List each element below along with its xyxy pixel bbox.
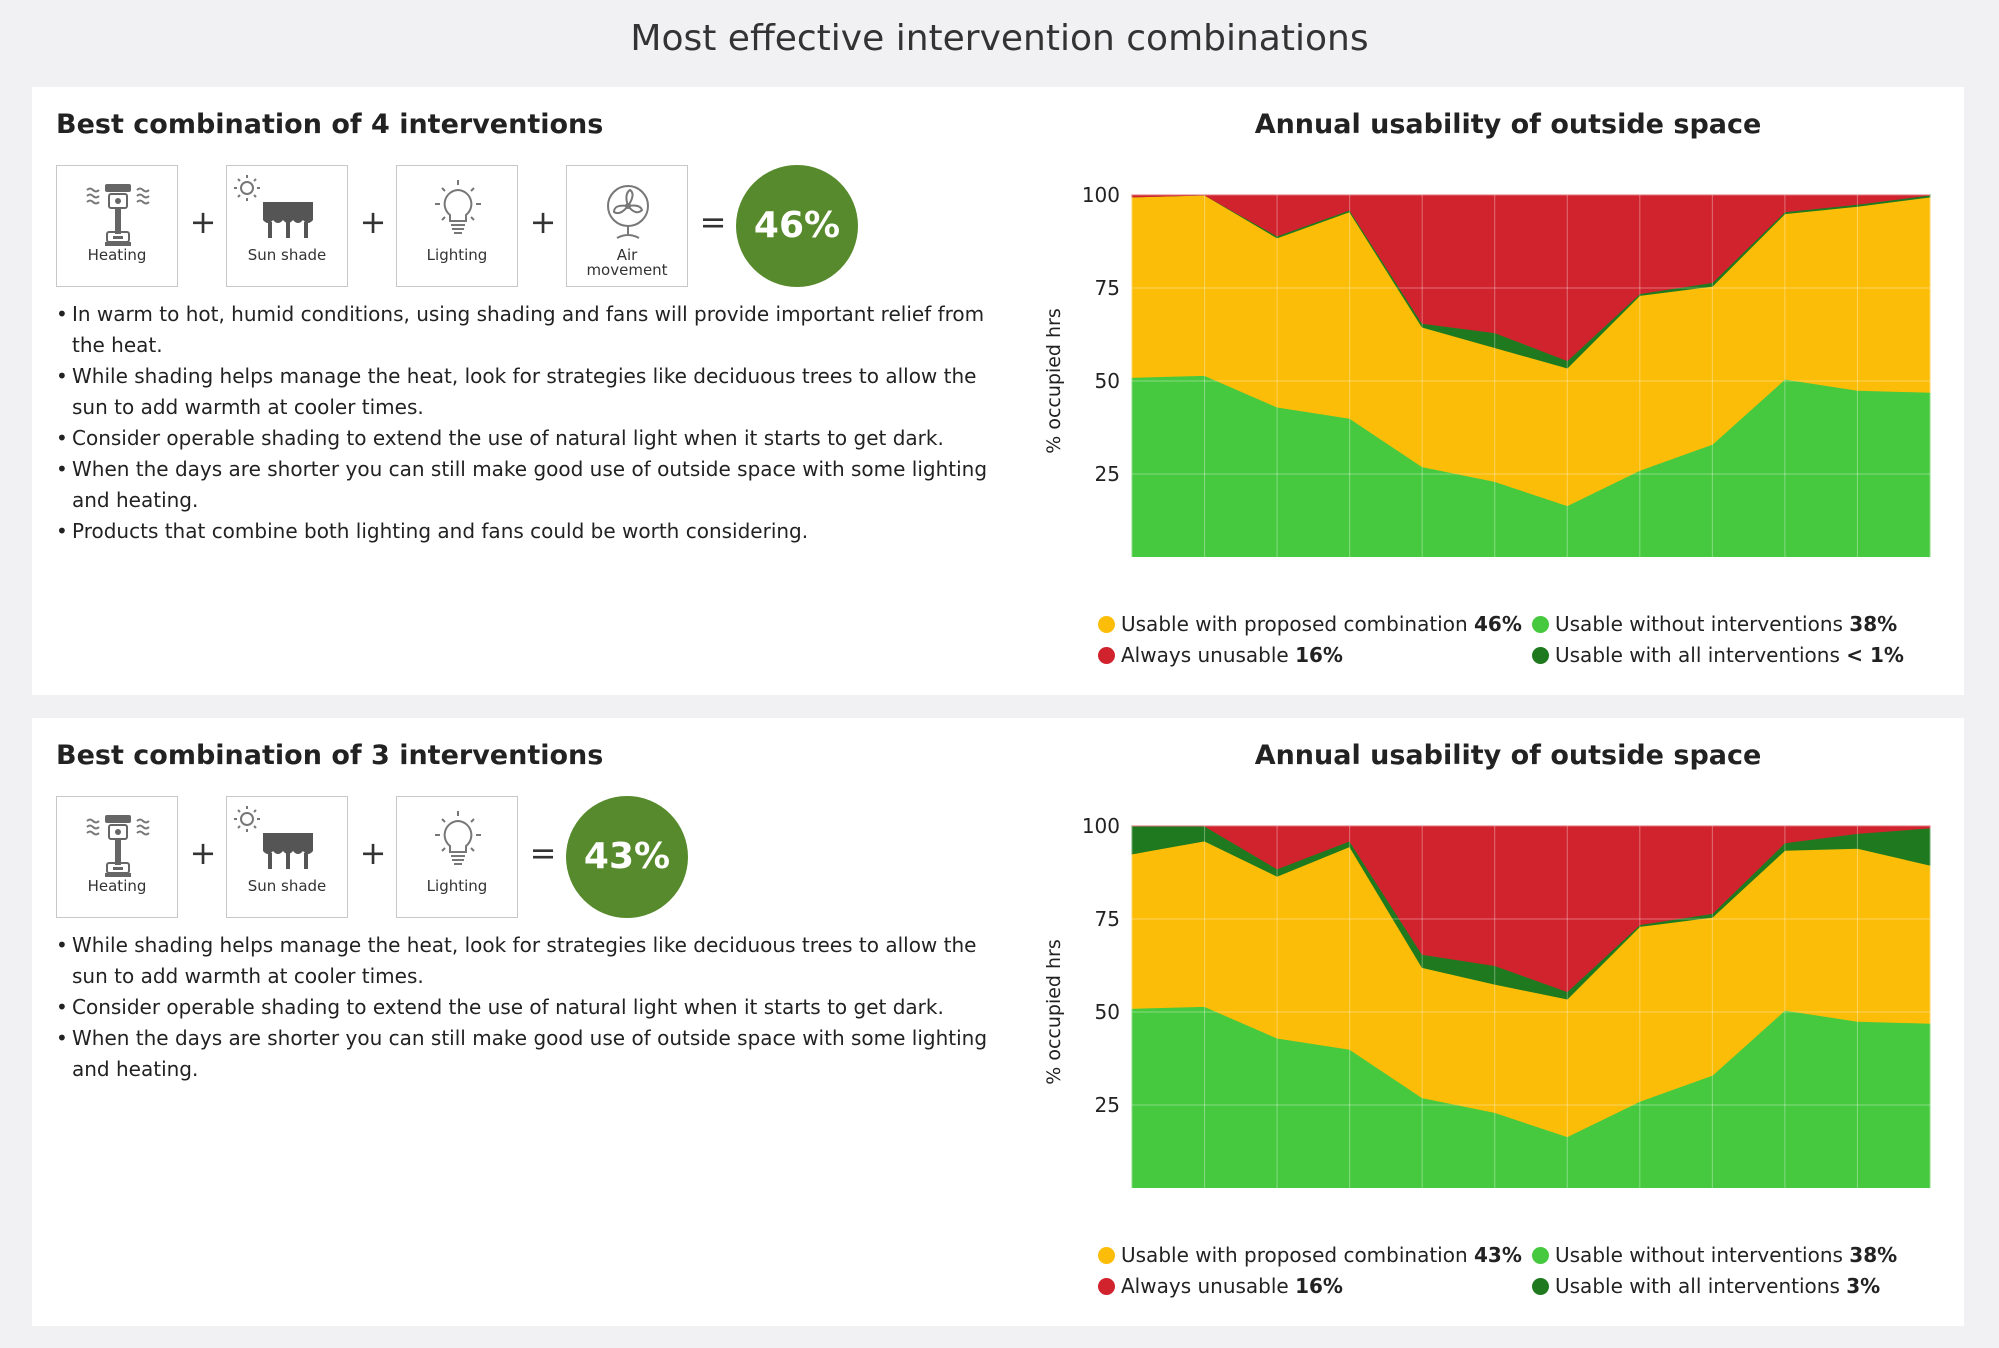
y-tick-label: 100 [1082, 183, 1120, 207]
y-tick-label: 0 [1107, 1186, 1120, 1188]
intervention-lighting: Lighting [396, 165, 518, 287]
fan-icon [607, 185, 649, 239]
intervention-label: Sun shade [247, 877, 327, 895]
legend-item-unusable: Always unusable 16% [1098, 643, 1343, 667]
legend-item-without: Usable without interventions 38% [1532, 1243, 1897, 1267]
legend-dot [1098, 1278, 1115, 1295]
advice-item: When the days are shorter you can still … [56, 1023, 1006, 1085]
area-layers [1131, 194, 1931, 557]
usability-chart: 0255075100MarJunSepDec% occupied hrs [1043, 183, 1931, 557]
panel-heading: Best combination of 4 interventions [56, 109, 604, 140]
panel-heading: Best combination of 3 interventions [56, 740, 604, 771]
legend-dot [1098, 616, 1115, 633]
grid [1131, 825, 1931, 1188]
intervention-label: Sun shade [247, 246, 327, 264]
y-axis-label: % occupied hrs [1043, 939, 1065, 1085]
plus-sign: + [189, 203, 217, 241]
advice-item: While shading helps manage the heat, loo… [56, 361, 1006, 423]
intervention-lighting: Lighting [396, 796, 518, 918]
legend-dot [1532, 616, 1549, 633]
y-tick-label: 25 [1095, 462, 1120, 486]
legend-item-without: Usable without interventions 38% [1532, 612, 1897, 636]
intervention-panel-4: Best combination of 4 interventions Heat… [32, 87, 1964, 695]
legend-dot [1098, 647, 1115, 664]
usability-chart: 0255075100MarJunSepDec% occupied hrs [1043, 814, 1931, 1188]
intervention-label: Heating [87, 877, 147, 895]
lightbulb-icon [435, 180, 481, 234]
y-tick-label: 50 [1095, 369, 1120, 393]
advice-item: Consider operable shading to extend the … [56, 992, 1006, 1023]
y-tick-label: 25 [1095, 1093, 1120, 1117]
y-tick-label: 0 [1107, 555, 1120, 557]
area-series [1131, 194, 1931, 362]
y-tick-label: 75 [1095, 907, 1120, 931]
advice-item: While shading helps manage the heat, loo… [56, 930, 1006, 992]
area-series [1132, 825, 1931, 993]
intervention-heating: Heating [56, 796, 178, 918]
plus-sign: + [529, 203, 557, 241]
advice-list: In warm to hot, humid conditions, using … [56, 299, 1006, 547]
intervention-sun-shade: Sun shade [226, 796, 348, 918]
plus-sign: + [359, 203, 387, 241]
legend-item-unusable: Always unusable 16% [1098, 1274, 1343, 1298]
legend-item-all: Usable with all interventions < 1% [1532, 643, 1904, 667]
y-tick-label: 100 [1082, 814, 1120, 838]
area-layers [1131, 825, 1931, 1188]
legend-item-proposed: Usable with proposed combination 46% [1098, 612, 1522, 636]
grid [1131, 194, 1931, 557]
y-tick-label: 50 [1095, 1000, 1120, 1024]
intervention-panel-3: Best combination of 3 interventions Heat… [32, 718, 1964, 1326]
result-score: 43% [566, 796, 688, 918]
legend-dot [1532, 1278, 1549, 1295]
intervention-heating: Heating [56, 165, 178, 287]
plus-sign: + [359, 834, 387, 872]
intervention-label: Lighting [426, 246, 488, 264]
sun-shade-icon [234, 806, 313, 869]
advice-item: In warm to hot, humid conditions, using … [56, 299, 1006, 361]
advice-item: Products that combine both lighting and … [56, 516, 1006, 547]
legend-dot [1532, 647, 1549, 664]
intervention-label: movement [586, 261, 668, 279]
advice-item: Consider operable shading to extend the … [56, 423, 1006, 454]
page-title: Most effective intervention combinations [630, 18, 1369, 59]
intervention-air-movement: Air movement [566, 165, 688, 287]
equals-sign: = [529, 834, 557, 872]
chart-title: Annual usability of outside space [1254, 740, 1762, 771]
intervention-label: Air [616, 246, 638, 264]
legend-dot [1532, 1247, 1549, 1264]
heater-icon [86, 815, 150, 877]
legend-dot [1098, 1247, 1115, 1264]
result-score: 46% [736, 165, 858, 287]
chart-title: Annual usability of outside space [1254, 109, 1762, 140]
intervention-label: Lighting [426, 877, 488, 895]
advice-list: While shading helps manage the heat, loo… [56, 930, 1006, 1085]
plus-sign: + [189, 834, 217, 872]
advice-item: When the days are shorter you can still … [56, 454, 1006, 516]
sun-shade-icon [234, 175, 313, 238]
legend-item-proposed: Usable with proposed combination 43% [1098, 1243, 1522, 1267]
y-axis-label: % occupied hrs [1043, 308, 1065, 454]
lightbulb-icon [435, 811, 481, 865]
intervention-sun-shade: Sun shade [226, 165, 348, 287]
legend-item-all: Usable with all interventions 3% [1532, 1274, 1880, 1298]
intervention-label: Heating [87, 246, 147, 264]
heater-icon [86, 184, 150, 246]
y-tick-label: 75 [1095, 276, 1120, 300]
equals-sign: = [699, 203, 727, 241]
